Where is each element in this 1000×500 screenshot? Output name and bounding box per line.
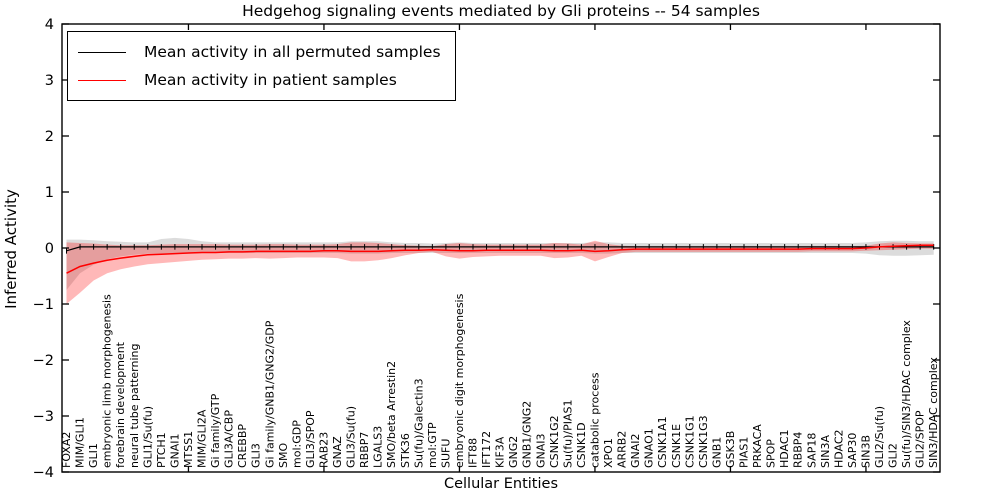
x-category-label: SMO [277,443,290,468]
x-category-label: CSNK1E [670,424,683,468]
y-tick-label: 3 [45,73,54,89]
x-category-label: ARRB2 [616,431,629,468]
x-category-label: SUFU [439,439,452,468]
x-category-label: PRKACA [751,424,764,468]
x-category-label: SIN3A [819,435,832,468]
x-category-label: Su(fu)/PIAS1 [561,400,574,468]
legend-entry-patient: Mean activity in patient samples [78,66,441,94]
x-category-label: CSNK1G1 [683,415,696,468]
x-category-label: GLI3/SPOP [304,410,317,468]
x-category-label: GLI1/Su(fu) [141,406,154,468]
x-category-label: MIM/GLI1 [74,417,87,468]
x-category-label: Gi family/GTP [209,393,222,468]
x-category-label: MIM/GLI2A [196,409,209,468]
legend-entry-permuted: Mean activity in all permuted samples [78,38,441,66]
y-tick-label: −4 [33,465,54,481]
x-category-label: CSNK1G3 [697,415,710,468]
chart-title: Hedgehog signaling events mediated by Gl… [242,2,760,20]
legend-label-permuted: Mean activity in all permuted samples [144,43,441,61]
x-category-label: GNAO1 [643,428,656,468]
x-category-label: MTSS1 [182,431,195,468]
x-category-label: Gi family/GNB1/GNG2/GDP [263,320,276,468]
x-category-label: CREBBP [236,424,249,468]
x-category-label: FOXA2 [60,432,73,468]
x-category-label: SMO/beta Arrestin2 [385,361,398,468]
x-category-label: CSNK1G2 [548,415,561,468]
x-category-label: GNB1 [710,437,723,468]
x-category-label: SAP18 [805,433,818,468]
x-category-label: mol:GDP [290,420,303,468]
x-category-label: SIN3B [860,435,873,468]
x-category-label: PTCH1 [155,432,168,468]
x-category-label: STK36 [399,433,412,468]
x-category-label: GLI2/Su(fu) [873,406,886,468]
x-category-label: CSNK1D [575,422,588,468]
x-category-label: GNAI1 [168,433,181,468]
permuted-line-swatch [78,51,126,53]
x-category-label: KIF3A [494,436,507,468]
x-category-label: GNAI2 [629,433,642,468]
x-category-label: GLI3A/CBP [223,410,236,468]
x-category-label: HDAC1 [778,429,791,468]
x-category-label: neural tube patterning [128,344,141,469]
x-category-label: IFT88 [467,438,480,468]
x-category-label: SIN3/HDAC complex [927,357,940,468]
x-category-label: embryonic limb morphogenesis [101,294,114,468]
x-category-label: embryonic digit morphogenesis [453,293,466,468]
x-category-label: catabolic process [589,372,602,468]
x-category-label: RAB23 [317,432,330,468]
x-category-label: GLI2 [887,443,900,468]
x-category-label: Su(fu)/Galectin3 [412,378,425,468]
x-category-label: GLI3/Su(fu) [345,406,358,468]
x-category-label: GNAZ [331,436,344,468]
y-tick-label: −2 [33,353,54,369]
patient-confidence-band [66,240,934,304]
x-category-label: Su(fu)/SIN3/HDAC complex [900,320,913,468]
y-tick-label: 4 [45,17,54,33]
legend-box: Mean activity in all permuted samples Me… [67,31,456,101]
y-tick-label: 0 [45,241,54,257]
x-category-label: GSK3B [724,431,737,468]
x-category-label: SPOP [765,439,778,468]
x-category-label: HDAC2 [832,429,845,468]
y-tick-label: 1 [45,185,54,201]
patient-line-swatch [78,79,126,81]
x-category-label: GLI3 [250,443,263,468]
x-category-label: RBBP4 [792,432,805,468]
x-category-label: forebrain development [114,341,127,468]
y-tick-label: 2 [45,129,54,145]
patient-mean-line [66,244,934,274]
x-category-label: XPO1 [602,438,615,468]
y-tick-label: −1 [33,297,54,313]
x-category-label: LGALS3 [372,426,385,468]
x-category-label: IFT172 [480,431,493,468]
x-axis-label: Cellular Entities [443,476,559,492]
x-category-label: CSNK1A1 [656,416,669,468]
x-category-label: GNAI3 [534,433,547,468]
x-category-label: GLI1 [87,443,100,468]
x-category-label: GNB1/GNG2 [521,401,534,468]
x-category-label: PIAS1 [738,437,751,468]
x-category-label: SAP30 [846,433,859,468]
y-tick-label: −3 [33,409,54,425]
x-category-label: RBBP7 [358,432,371,468]
legend-label-patient: Mean activity in patient samples [144,71,397,89]
x-category-label: mol:GTP [426,422,439,468]
x-category-label: GNG2 [507,436,520,468]
x-category-label: GLI2/SPOP [914,410,927,468]
